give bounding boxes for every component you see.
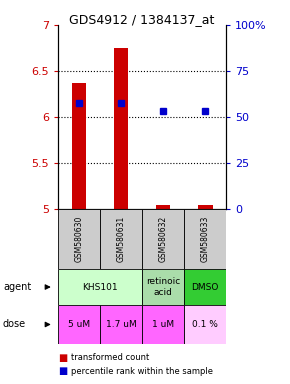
Text: percentile rank within the sample: percentile rank within the sample <box>71 367 213 376</box>
Bar <box>184 305 226 344</box>
Text: GSM580630: GSM580630 <box>75 216 84 262</box>
Text: ■: ■ <box>58 353 67 363</box>
Bar <box>156 205 171 209</box>
Text: 5 uM: 5 uM <box>68 320 90 329</box>
Bar <box>142 209 184 269</box>
Text: GSM580632: GSM580632 <box>159 216 168 262</box>
Text: 1 uM: 1 uM <box>152 320 174 329</box>
Text: 1.7 uM: 1.7 uM <box>106 320 137 329</box>
Text: DMSO: DMSO <box>191 283 219 291</box>
Bar <box>184 269 226 305</box>
Text: retinoic
acid: retinoic acid <box>146 277 180 297</box>
Bar <box>114 48 128 209</box>
Text: ■: ■ <box>58 366 67 376</box>
Text: dose: dose <box>3 319 26 329</box>
Bar <box>58 269 142 305</box>
Bar <box>142 269 184 305</box>
Bar <box>72 83 86 209</box>
Text: GDS4912 / 1384137_at: GDS4912 / 1384137_at <box>69 13 215 26</box>
Text: GSM580633: GSM580633 <box>201 216 210 262</box>
Text: transformed count: transformed count <box>71 353 149 362</box>
Bar <box>58 209 100 269</box>
Bar <box>142 305 184 344</box>
Text: GSM580631: GSM580631 <box>117 216 126 262</box>
Text: 0.1 %: 0.1 % <box>192 320 218 329</box>
Text: KHS101: KHS101 <box>82 283 118 291</box>
Bar <box>184 209 226 269</box>
Bar <box>100 209 142 269</box>
Text: agent: agent <box>3 282 31 292</box>
Bar <box>58 305 100 344</box>
Bar <box>100 305 142 344</box>
Bar <box>198 205 213 209</box>
